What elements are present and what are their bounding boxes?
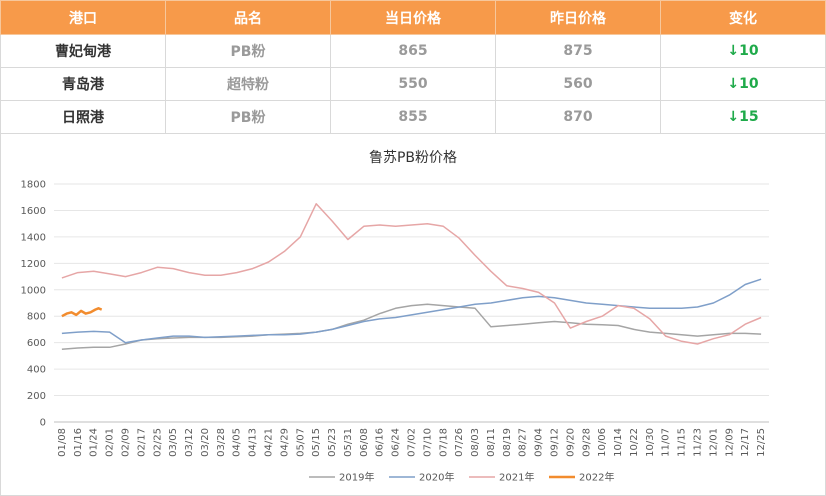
series-line	[61, 203, 762, 345]
table-row: 日照港 PB粉 855 870 ↓15	[0, 100, 826, 134]
x-tick-label: 04/29	[279, 428, 290, 457]
legend-label: 2020年	[419, 471, 454, 484]
legend-label: 2022年	[579, 471, 614, 484]
x-tick-label: 05/15	[311, 428, 322, 457]
header-today-price: 当日价格	[330, 0, 496, 35]
cell-today-price: 855	[330, 100, 496, 134]
x-tick-label: 01/24	[89, 428, 100, 457]
y-tick-label: 1000	[21, 285, 46, 296]
x-tick-label: 02/25	[152, 428, 163, 457]
series-line	[61, 303, 762, 351]
x-tick-label: 07/26	[454, 428, 465, 457]
series-line	[61, 307, 103, 318]
x-tick-label: 05/23	[327, 428, 338, 457]
x-tick-label: 04/13	[248, 428, 259, 457]
cell-product: 超特粉	[165, 67, 331, 101]
x-tick-label: 12/09	[724, 428, 735, 457]
y-tick-label: 200	[27, 391, 46, 402]
x-tick-label: 08/11	[486, 428, 497, 457]
price-line-chart: 鲁苏PB粉价格 0 200 400 600 800 1000 1200 1400 1600 180…	[21, 150, 769, 484]
y-tick-label: 600	[27, 338, 46, 349]
y-tick-label: 1800	[21, 180, 46, 191]
price-table: 港口 品名 当日价格 昨日价格 变化 曹妃甸港 PB粉 865 875 ↓10 …	[0, 0, 826, 134]
header-port: 港口	[0, 0, 166, 35]
cell-change: ↓10	[660, 67, 826, 101]
x-tick-label: 03/20	[200, 428, 211, 457]
x-tick-label: 03/28	[216, 428, 227, 457]
x-tick-label: 08/27	[518, 428, 529, 457]
x-tick-label: 02/01	[105, 428, 116, 457]
x-tick-label: 09/20	[565, 428, 576, 457]
table-header-row: 港口 品名 当日价格 昨日价格 变化	[0, 0, 826, 35]
cell-product: PB粉	[165, 100, 331, 134]
cell-change: ↓15	[660, 100, 826, 134]
x-tick-label: 02/17	[136, 428, 147, 457]
cell-port: 日照港	[0, 100, 166, 134]
chart-panel: 鲁苏PB粉价格 0 200 400 600 800 1000 1200 1400 1600 180…	[0, 133, 826, 496]
x-tick-label: 07/18	[438, 428, 449, 457]
y-tick-label: 800	[27, 312, 46, 323]
x-tick-label: 01/08	[57, 428, 68, 457]
x-tick-label: 08/03	[470, 428, 481, 457]
cell-port: 青岛港	[0, 67, 166, 101]
cell-yesterday-price: 870	[495, 100, 661, 134]
x-tick-label: 12/01	[708, 428, 719, 457]
x-tick-label: 09/12	[550, 428, 561, 457]
x-tick-label: 04/05	[232, 428, 243, 457]
y-tick-label: 1400	[21, 232, 46, 243]
cell-product: PB粉	[165, 34, 331, 68]
x-tick-label: 11/23	[693, 428, 704, 457]
x-tick-label: 11/07	[661, 428, 672, 457]
x-tick-label: 05/07	[295, 428, 306, 457]
cell-today-price: 550	[330, 67, 496, 101]
x-tick-label: 09/04	[534, 428, 545, 457]
table-row: 青岛港 超特粉 550 560 ↓10	[0, 67, 826, 101]
header-change: 变化	[660, 0, 826, 35]
cell-today-price: 865	[330, 34, 496, 68]
x-tick-label: 07/02	[407, 428, 418, 457]
x-tick-label: 10/22	[629, 428, 640, 457]
legend-label: 2021年	[499, 471, 534, 484]
x-tick-label: 02/09	[121, 428, 132, 457]
cell-port: 曹妃甸港	[0, 34, 166, 68]
cell-change: ↓10	[660, 34, 826, 68]
header-product: 品名	[165, 0, 331, 35]
y-tick-label: 1200	[21, 259, 46, 270]
x-tick-label: 01/16	[73, 428, 84, 457]
x-tick-label: 12/25	[756, 428, 767, 457]
x-tick-label: 10/30	[645, 428, 656, 457]
x-tick-label: 10/06	[597, 428, 608, 457]
x-tick-label: 04/21	[264, 428, 275, 457]
y-tick-label: 400	[27, 365, 46, 376]
x-tick-label: 09/28	[581, 428, 592, 457]
table-row: 曹妃甸港 PB粉 865 875 ↓10	[0, 34, 826, 68]
x-tick-label: 08/19	[502, 428, 513, 457]
cell-yesterday-price: 875	[495, 34, 661, 68]
y-tick-label: 0	[40, 418, 46, 429]
x-tick-label: 11/15	[677, 428, 688, 457]
chart-title: 鲁苏PB粉价格	[369, 150, 457, 166]
x-tick-label: 07/10	[422, 428, 433, 457]
x-tick-label: 05/31	[343, 428, 354, 457]
y-tick-label: 1600	[21, 206, 46, 217]
x-tick-label: 06/16	[375, 428, 386, 457]
x-tick-label: 03/05	[168, 428, 179, 457]
legend-label: 2019年	[339, 471, 374, 484]
x-tick-label: 06/24	[391, 428, 402, 457]
x-tick-label: 10/14	[613, 428, 624, 457]
x-tick-label: 06/08	[359, 428, 370, 457]
series-line	[61, 278, 762, 344]
x-tick-label: 12/17	[740, 428, 751, 457]
header-yesterday-price: 昨日价格	[495, 0, 661, 35]
x-tick-label: 03/12	[184, 428, 195, 457]
cell-yesterday-price: 560	[495, 67, 661, 101]
